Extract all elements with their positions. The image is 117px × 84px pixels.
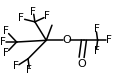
Text: F: F: [44, 11, 50, 21]
Text: O: O: [62, 35, 71, 45]
Text: F: F: [13, 61, 18, 71]
Text: F: F: [93, 46, 99, 56]
Text: F: F: [3, 26, 9, 36]
Text: F: F: [93, 24, 99, 34]
Text: F: F: [0, 37, 6, 47]
Text: O: O: [77, 59, 86, 69]
Text: F: F: [26, 65, 32, 75]
Text: F: F: [18, 13, 24, 24]
Text: F: F: [3, 48, 9, 58]
Text: F: F: [30, 7, 36, 17]
Text: F: F: [106, 35, 112, 45]
